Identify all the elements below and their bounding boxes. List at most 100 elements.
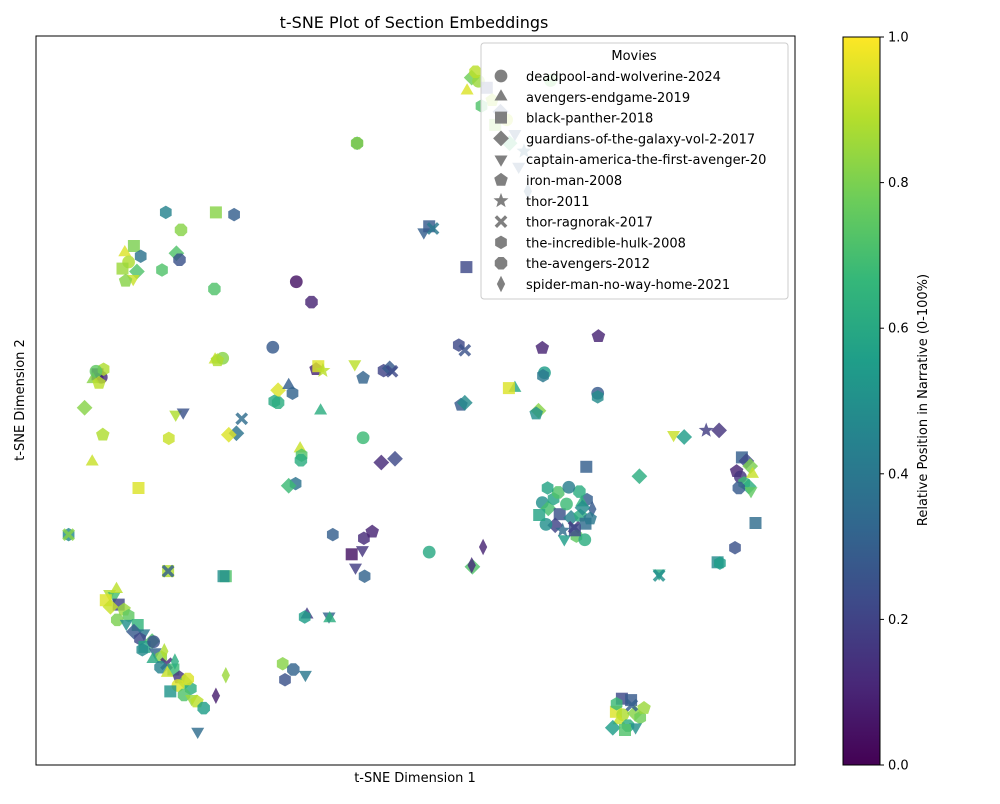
scatter-point (469, 65, 482, 78)
scatter-point (315, 362, 331, 377)
y-axis-label: t-SNE Dimension 2 (13, 339, 28, 461)
scatter-point (235, 412, 249, 426)
scatter-point (740, 478, 757, 495)
legend-entry-label: deadpool-and-wolverine-2024 (526, 70, 721, 85)
colorbar-tick-label: 0.0 (888, 759, 909, 774)
scatter-point (742, 458, 759, 474)
colorbar: 0.0 0.2 0.4 0.6 0.8 1.0 Relative Position in … (842, 31, 931, 774)
scatter-point (181, 672, 195, 686)
scatter-point (173, 253, 186, 267)
scatter-point (583, 511, 597, 525)
legend-marker (494, 256, 508, 270)
colorbar-tick-label: 1.0 (888, 31, 909, 46)
scatter-point (326, 527, 339, 542)
legend-entry-label: captain-america-the-first-avenger-20 (526, 153, 766, 168)
legend-entry-label: avengers-endgame-2019 (526, 91, 690, 106)
legend-marker (493, 192, 509, 208)
legend-marker (494, 172, 508, 186)
scatter-point (619, 724, 631, 736)
legend-entry-label: thor-2011 (526, 195, 590, 210)
scatter-point (591, 390, 604, 404)
scatter-point (160, 643, 169, 660)
scatter-point (154, 661, 167, 674)
scatter-point (610, 697, 623, 711)
legend-box (480, 42, 789, 300)
scatter-point (85, 454, 99, 466)
legend-marker (495, 111, 507, 124)
scatter-point (102, 598, 119, 615)
scatter-point (676, 429, 693, 445)
scatter-point (574, 499, 591, 516)
scatter-point (356, 431, 370, 445)
scatter-point (356, 370, 370, 384)
scatter-point (373, 454, 390, 471)
colorbar-ticks: 0.0 0.2 0.4 0.6 0.8 1.0 (880, 31, 909, 774)
scatter-point (271, 396, 285, 409)
scatter-point (580, 460, 593, 473)
scatter-point (422, 545, 436, 559)
scatter-point (170, 653, 180, 670)
scatter-point (591, 329, 606, 343)
legend-entry-label: thor-ragnorak-2017 (526, 216, 653, 231)
scatter-point (387, 450, 403, 467)
scatter-point (573, 485, 586, 498)
scatter-point (294, 454, 308, 467)
scatter-point (349, 563, 362, 575)
scatter-point (305, 295, 318, 309)
scatter-point (228, 425, 245, 442)
scatter-point (289, 275, 303, 289)
scatter-point (266, 340, 280, 354)
legend-entry-label: the-incredible-hulk-2008 (526, 236, 686, 251)
scatter-point (217, 570, 230, 583)
scatter-point (118, 273, 133, 287)
scatter-point (147, 635, 160, 649)
scatter-point (209, 206, 222, 219)
scatter-point (298, 670, 312, 683)
scatter-point (637, 700, 651, 714)
scatter-point (89, 364, 103, 378)
colorbar-label: Relative Position in Narrative (0-100%) (916, 274, 931, 526)
scatter-point (221, 667, 230, 684)
scatter-point (568, 524, 581, 537)
scatter-point (746, 466, 759, 478)
x-axis-label: t-SNE Dimension 1 (354, 771, 476, 786)
scatter-point (174, 223, 188, 237)
colorbar-gradient (843, 37, 880, 765)
scatter-point (625, 698, 639, 712)
legend-entry-label: guardians-of-the-galaxy-vol-2-2017 (526, 132, 755, 147)
scatter-point (578, 533, 592, 547)
scatter-point (280, 477, 297, 494)
legend-entry-label: the-avengers-2012 (526, 257, 650, 272)
scatter-point (553, 508, 566, 521)
scatter-point (286, 386, 299, 400)
scatter-point (110, 613, 124, 627)
scatter-point (176, 408, 190, 420)
legend-marker (494, 155, 508, 167)
scatter-point (148, 648, 162, 660)
legend-entry-label: black-panther-2018 (526, 112, 653, 127)
scatter-point (132, 482, 145, 494)
scatter-point (732, 481, 746, 495)
scatter-point (122, 608, 135, 623)
scatter-point (729, 541, 741, 555)
colorbar-tick-label: 0.4 (888, 467, 909, 482)
scatter-point (62, 528, 75, 541)
scatter-point (698, 422, 714, 437)
legend-marker (494, 215, 508, 228)
scatter-point (220, 426, 237, 443)
scatter-point (529, 406, 543, 420)
scatter-point (551, 486, 565, 499)
scatter-point (161, 564, 175, 578)
scatter-point (358, 569, 371, 583)
scatter-point (634, 710, 647, 725)
scatter-point (563, 510, 579, 526)
legend-marker (494, 69, 508, 83)
colorbar-frame (842, 36, 881, 766)
scatter-point (533, 509, 546, 521)
scatter-point (557, 535, 571, 547)
scatter-point (348, 360, 362, 372)
scatter-point (127, 240, 140, 252)
scatter-point (355, 546, 369, 558)
legend-entry-label: spider-man-no-way-home-2021 (526, 278, 730, 293)
